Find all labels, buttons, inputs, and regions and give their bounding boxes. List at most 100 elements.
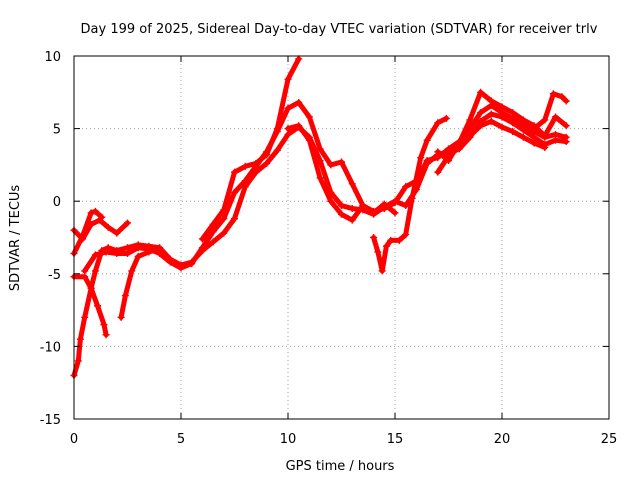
data-point [509, 109, 517, 117]
x-tick-label: 5 [177, 432, 185, 447]
data-point [442, 114, 450, 122]
series-track-12 [530, 90, 570, 133]
x-tick-labels: 0 5 10 15 20 25 [70, 432, 617, 447]
data-point [562, 122, 570, 130]
data-point [498, 103, 506, 111]
data-point [102, 331, 110, 339]
data-point [327, 197, 335, 205]
data-point [166, 258, 174, 266]
data-point [252, 159, 260, 167]
data-point [487, 117, 495, 125]
data-point [263, 159, 271, 167]
data-point [466, 132, 474, 140]
data-point [134, 244, 142, 252]
data-point [87, 284, 95, 292]
data-point [382, 242, 390, 250]
series-trace [82, 100, 569, 274]
data-point [113, 229, 121, 237]
data-point [552, 113, 559, 121]
data-point [209, 220, 217, 228]
data-point [145, 248, 153, 256]
data-point [74, 357, 82, 365]
data-point [395, 236, 403, 244]
data-point [295, 98, 303, 106]
data-point [220, 206, 228, 214]
data-point [177, 264, 185, 272]
data-point [241, 162, 249, 170]
data-point [348, 204, 356, 212]
data-point [76, 335, 84, 343]
data-point [124, 249, 131, 257]
data-point [284, 104, 292, 112]
x-tick-label: 25 [601, 432, 618, 447]
series-track-2 [70, 207, 106, 257]
data-point [188, 260, 196, 268]
x-tick-label: 15 [387, 432, 404, 447]
data-point [295, 122, 303, 130]
data-point [445, 152, 452, 160]
data-point [477, 122, 485, 130]
data-point [402, 202, 410, 210]
data-point [316, 174, 324, 182]
data-point [117, 313, 125, 321]
data-point [121, 292, 129, 300]
data-point [487, 97, 495, 105]
data-point [231, 188, 238, 196]
data-point [434, 119, 442, 127]
data-point [124, 219, 131, 227]
data-point [530, 139, 538, 147]
data-point [91, 207, 99, 215]
data-point [541, 116, 549, 124]
series-trace [118, 246, 163, 320]
data-point [519, 133, 527, 141]
chart-title: Day 199 of 2025, Sidereal Day-to-day VTE… [81, 22, 598, 37]
data-point [104, 223, 112, 231]
data-point [102, 248, 110, 256]
data-point [231, 215, 238, 223]
x-tick-label: 10 [280, 432, 297, 447]
ticks [73, 55, 610, 420]
data-point [295, 55, 303, 63]
data-point [380, 200, 388, 208]
plot-frame [73, 55, 610, 420]
data-point [509, 128, 517, 136]
data-point [284, 125, 292, 133]
data-point [113, 249, 121, 257]
data-point [81, 313, 89, 321]
data-point [562, 97, 570, 105]
data-point [562, 133, 570, 141]
data-point [541, 143, 549, 151]
y-tick-labels: -15 -10 -5 0 5 10 [40, 50, 61, 428]
series-trace [371, 115, 449, 274]
data-point [408, 194, 416, 202]
data-point [466, 116, 474, 124]
y-tick-label: 0 [53, 195, 61, 210]
y-axis-label: SDTVAR / TECUs [8, 185, 23, 292]
data-point [402, 183, 410, 191]
data-point [391, 199, 399, 207]
data-point [91, 267, 99, 275]
y-tick-label: 5 [53, 123, 61, 138]
data-point [327, 161, 335, 169]
data-point [402, 231, 410, 239]
y-tick-label: -5 [48, 268, 61, 283]
data-point [198, 244, 206, 252]
data-point [348, 180, 356, 188]
y-tick-label: -10 [40, 340, 61, 355]
data-point [305, 136, 313, 144]
y-tick-label: -15 [40, 413, 61, 428]
grid [74, 56, 609, 419]
data-point [498, 123, 506, 131]
data-point [284, 75, 292, 83]
data-point [391, 209, 399, 217]
data-point [387, 236, 395, 244]
data-point [231, 168, 238, 176]
data-point [370, 234, 378, 241]
data-point [316, 157, 324, 165]
data-point [370, 209, 378, 217]
data-point [417, 154, 425, 162]
data-point [348, 216, 356, 224]
data-point [338, 210, 345, 218]
x-tick-label: 20 [494, 432, 511, 447]
data-point [558, 93, 566, 101]
